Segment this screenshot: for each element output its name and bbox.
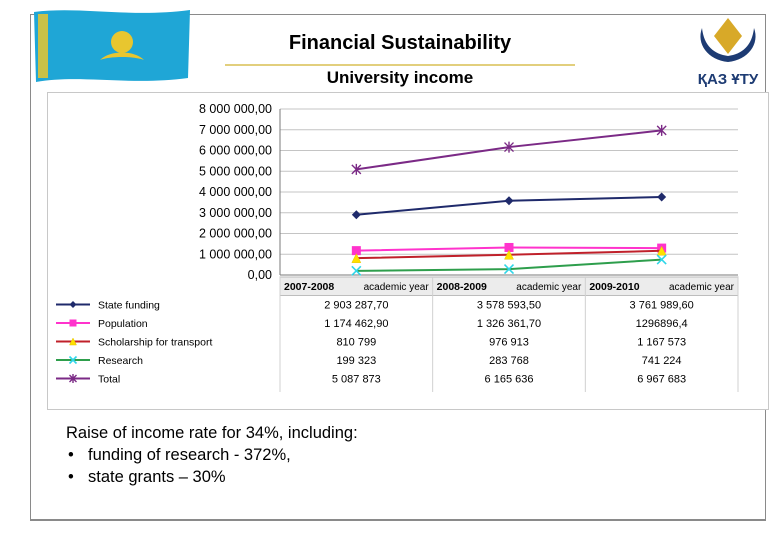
x-category-label: 2007-2008 (284, 281, 334, 293)
legend-label: Research (98, 355, 143, 367)
x-category-label: 2009-2010 (589, 281, 639, 293)
y-tick-label: 3 000 000,00 (199, 206, 272, 220)
data-table-cell: 283 768 (489, 355, 529, 367)
chart-panel: 0,00 1 000 000,00 2 000 000,00 3 000 000,00… (47, 92, 769, 410)
data-table-cell: 1 174 462,90 (324, 318, 388, 330)
y-tick-label: 7 000 000,00 (199, 123, 272, 137)
legend-marker (69, 319, 77, 327)
data-point (656, 254, 667, 265)
y-tick-label: 0,00 (248, 268, 272, 282)
title-underline (225, 64, 575, 66)
legend-marker (69, 301, 77, 308)
data-table-cell: 1296896,4 (636, 318, 688, 330)
chart-title: University income (326, 68, 474, 87)
data-point (504, 196, 514, 206)
x-category-suffix: academic year (364, 282, 430, 293)
y-tick-label: 6 000 000,00 (199, 144, 272, 158)
x-category-suffix: academic year (669, 282, 735, 293)
data-point (504, 242, 514, 252)
y-tick-label: 2 000 000,00 (199, 227, 272, 241)
x-category-suffix: academic year (516, 282, 582, 293)
legend-marker (69, 374, 77, 383)
slide-title: Financial Sustainability (288, 32, 512, 54)
data-table-cell: 2 903 287,70 (324, 300, 388, 312)
legend-label: Population (98, 318, 148, 330)
summary-bullet: state grants – 30% (66, 466, 358, 488)
data-point (351, 210, 361, 220)
legend-marker (69, 337, 77, 346)
legend-label: Total (98, 374, 120, 386)
data-table-cell: 6 967 683 (637, 374, 686, 386)
data-point (351, 265, 362, 276)
university-logo-text: ҚАЗ ҰТУ (698, 71, 759, 88)
data-table-cell: 1 326 361,70 (477, 318, 541, 330)
legend-marker (68, 355, 78, 365)
data-point (351, 246, 361, 256)
data-table-cell: 810 799 (336, 337, 376, 349)
data-table-cell: 5 087 873 (332, 374, 381, 386)
kazakhstan-flag (34, 10, 190, 82)
data-point (657, 192, 667, 202)
summary-headline: Raise of income rate for 34%, including: (66, 424, 358, 442)
data-table-cell: 1 167 573 (637, 337, 686, 349)
y-tick-label: 8 000 000,00 (199, 102, 272, 116)
data-point (504, 249, 514, 260)
x-category-label: 2008-2009 (437, 281, 487, 293)
income-line-chart: 0,00 1 000 000,00 2 000 000,00 3 000 000,00… (56, 102, 739, 392)
data-table-cell: 3 578 593,50 (477, 300, 541, 312)
y-tick-label: 4 000 000,00 (199, 185, 272, 199)
bottom-divider (30, 520, 766, 521)
data-point (351, 253, 362, 263)
data-point (503, 264, 515, 275)
data-point (504, 141, 514, 153)
legend-label: Scholarship for transport (98, 337, 212, 349)
university-logo: ҚАЗ ҰТУ (698, 18, 759, 88)
data-table-cell: 976 913 (489, 337, 529, 349)
legend-label: State funding (98, 300, 160, 312)
summary-block: Raise of income rate for 34%, including:… (66, 422, 358, 488)
y-tick-label: 1 000 000,00 (199, 247, 272, 261)
data-point (351, 163, 362, 175)
data-table-cell: 6 165 636 (485, 374, 534, 386)
summary-bullets: funding of research - 372%, state grants… (66, 444, 358, 488)
data-table-cell: 741 224 (642, 355, 682, 367)
data-table-cell: 3 761 989,60 (630, 300, 694, 312)
data-point (656, 245, 667, 256)
data-point (656, 124, 667, 136)
data-table-cell: 199 323 (336, 355, 376, 367)
summary-bullet: funding of research - 372%, (66, 444, 358, 466)
y-tick-label: 5 000 000,00 (199, 164, 272, 178)
